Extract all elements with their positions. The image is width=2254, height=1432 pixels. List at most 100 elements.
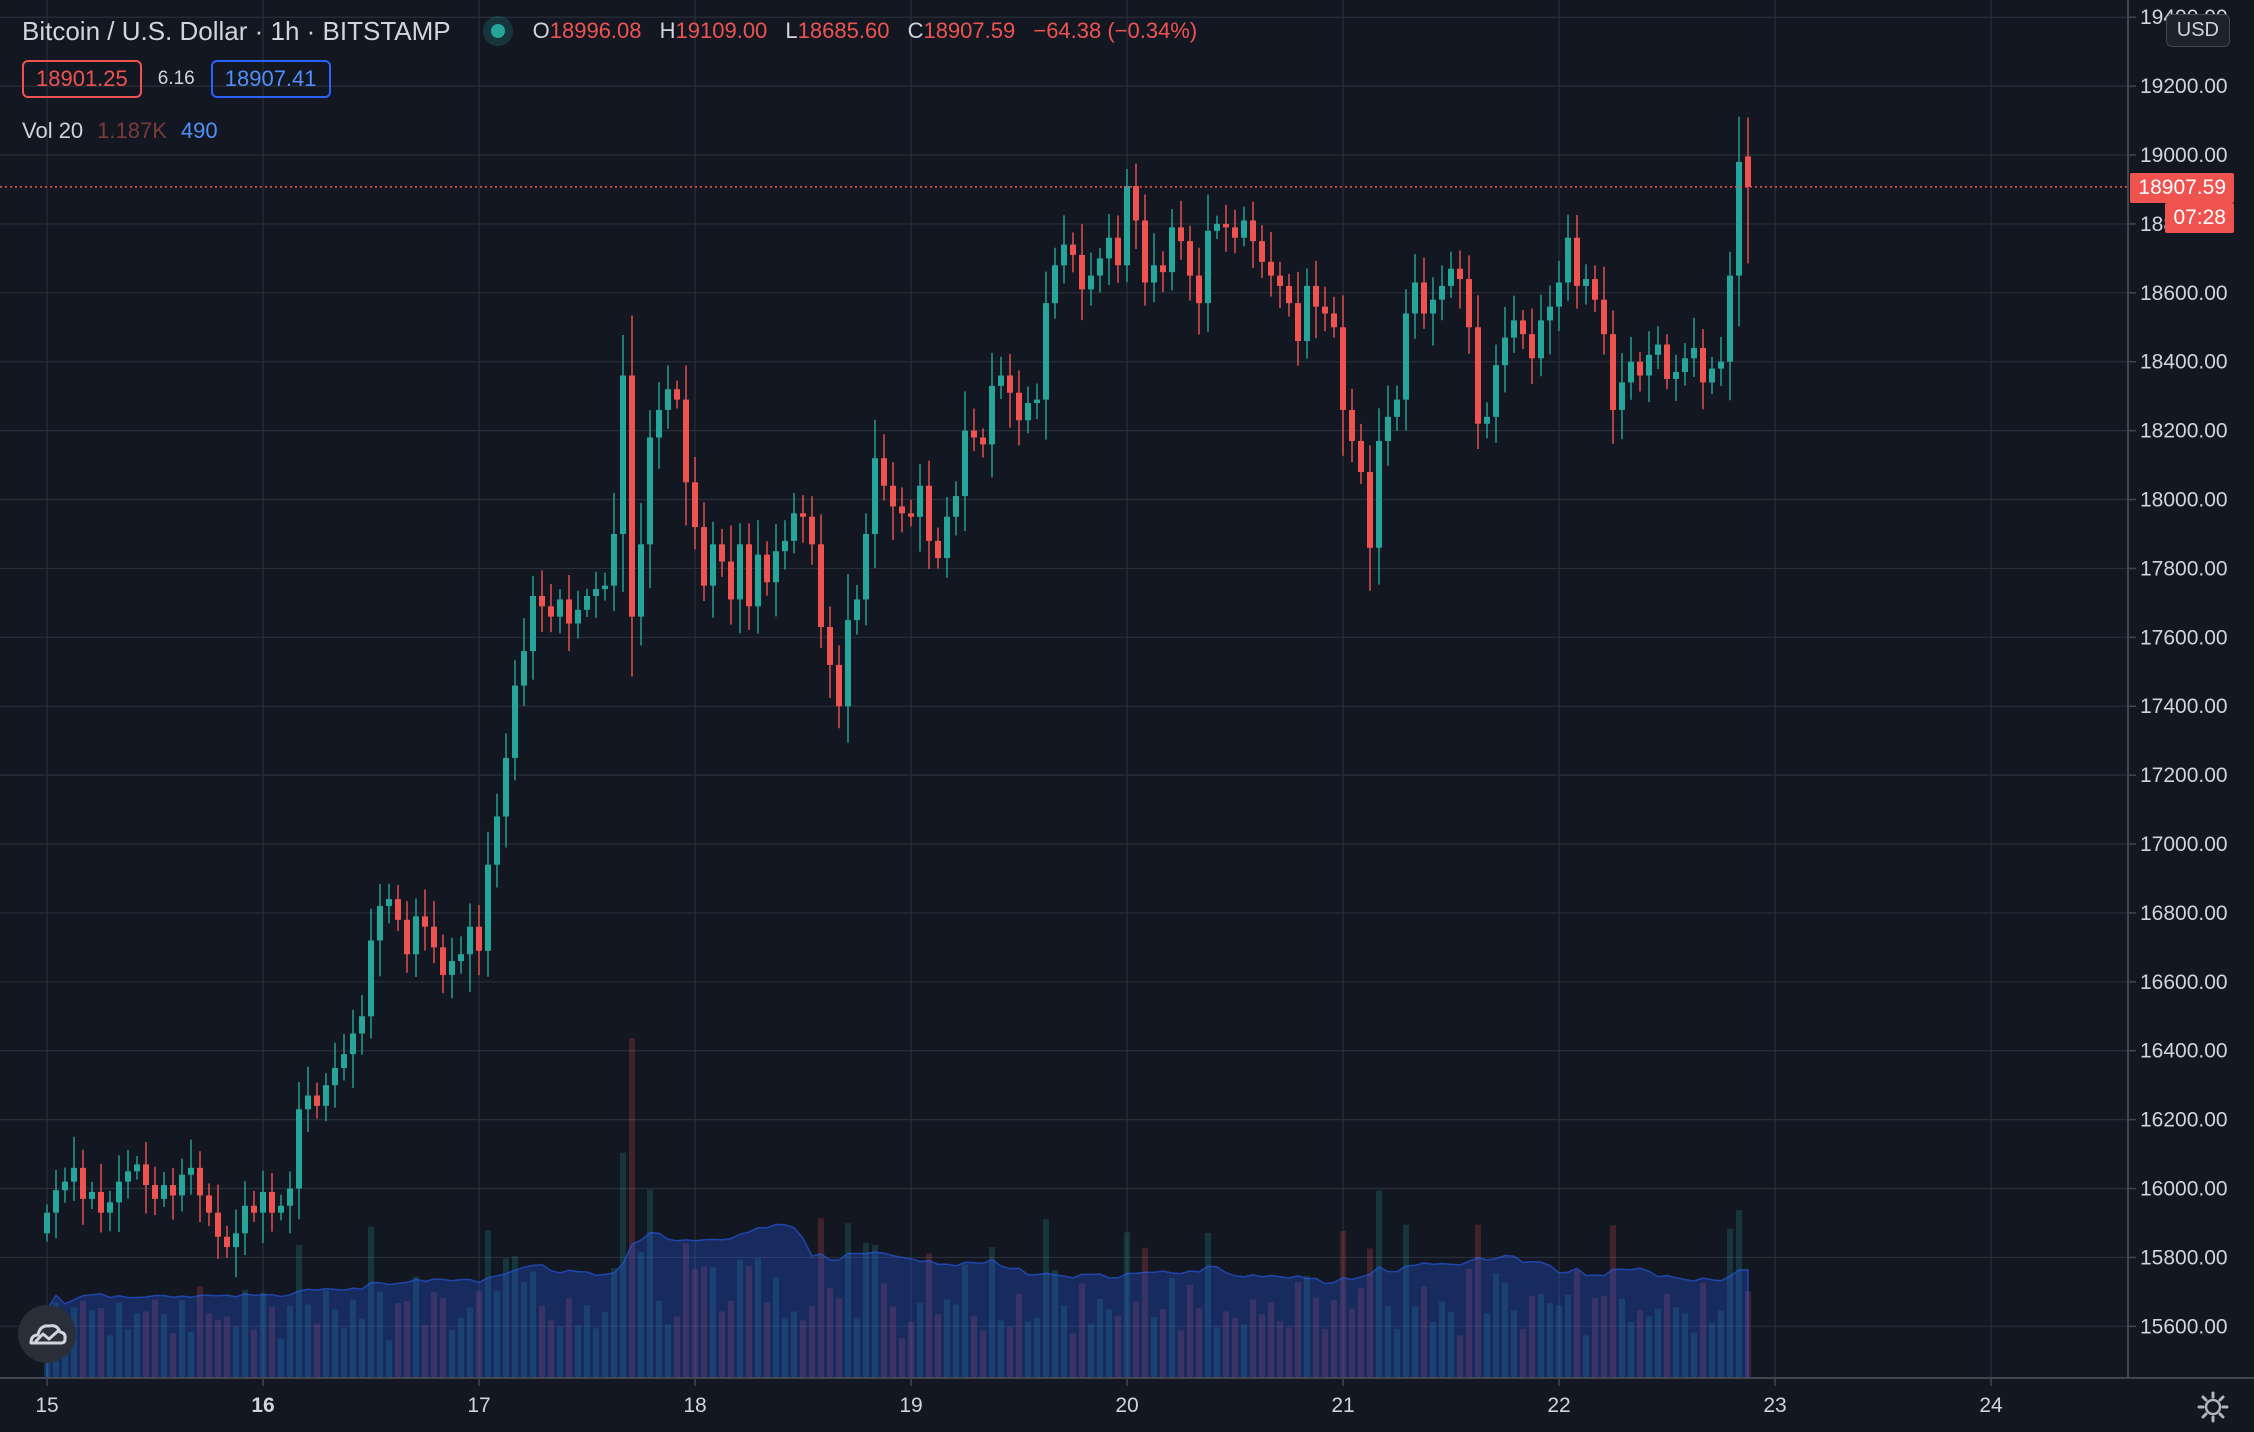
volume-bar <box>1106 1309 1112 1378</box>
volume-bar <box>593 1328 599 1378</box>
candle-body <box>1727 275 1733 362</box>
volume-bar <box>323 1290 329 1378</box>
volume-bar <box>1061 1305 1067 1378</box>
price-tick-label: 16800.00 <box>2140 902 2228 925</box>
low-label: L <box>785 18 798 43</box>
candle-body <box>764 554 770 583</box>
candle-body <box>944 516 950 559</box>
candle-body <box>368 940 374 1017</box>
volume-bar <box>548 1320 554 1378</box>
candle-body <box>1124 186 1130 266</box>
volume-bar <box>395 1303 401 1378</box>
candle-body <box>341 1054 347 1068</box>
candle-body <box>1385 416 1391 441</box>
volume-value: 1.187K <box>97 118 167 143</box>
volume-bar <box>377 1291 383 1378</box>
candle-body <box>359 1016 365 1034</box>
volume-bar <box>881 1283 887 1378</box>
volume-bar <box>521 1282 527 1378</box>
candle-body <box>719 544 725 562</box>
settings-gear-icon[interactable] <box>2196 1390 2230 1424</box>
candle-body <box>1286 285 1292 304</box>
candle-body <box>809 516 815 545</box>
volume-bar <box>1646 1316 1652 1378</box>
volume-bar <box>728 1301 734 1378</box>
candle-body <box>1304 285 1310 342</box>
candle-body <box>71 1167 77 1182</box>
candle-body <box>1466 279 1472 328</box>
candle-body <box>710 544 716 586</box>
volume-bar <box>1601 1296 1607 1378</box>
candle-body <box>296 1109 302 1189</box>
candle-body <box>1367 471 1373 548</box>
price-tick-label: 17600.00 <box>2140 626 2228 649</box>
candle-body <box>926 485 932 541</box>
candle-body <box>1475 327 1481 424</box>
volume-ma-area <box>46 1223 1749 1379</box>
sell-price-button[interactable]: 18901.25 <box>22 60 142 98</box>
currency-button[interactable]: USD <box>2165 14 2230 47</box>
market-open-status-icon[interactable] <box>490 24 505 38</box>
candle-body <box>1007 375 1013 393</box>
candle-body <box>1331 313 1337 328</box>
candle-body <box>1745 156 1751 187</box>
volume-bar <box>1475 1224 1481 1378</box>
candle-body <box>62 1181 68 1191</box>
price-tick-label: 16600.00 <box>2140 971 2228 994</box>
candle-body <box>692 482 698 528</box>
candle-body <box>1574 237 1580 286</box>
volume-bar <box>1187 1284 1193 1378</box>
candle-body <box>422 916 428 927</box>
candle-body <box>287 1188 293 1206</box>
volume-bar <box>1718 1310 1724 1378</box>
volume-bar <box>1052 1270 1058 1378</box>
candle-body <box>773 551 779 583</box>
time-tick-label: 15 <box>35 1394 58 1417</box>
candle-body <box>647 437 653 545</box>
volume-bar <box>737 1259 743 1378</box>
volume-bar <box>242 1289 248 1378</box>
price-tick-label: 18600.00 <box>2140 282 2228 305</box>
volume-bar <box>1412 1306 1418 1378</box>
candle-body <box>1295 303 1301 342</box>
price-axis-labels: 15600.00 15800.00 16000.00 16200.00 16400.00… <box>2128 6 2228 1338</box>
cloud-logo-icon <box>29 1324 67 1345</box>
candle-body <box>251 1205 257 1213</box>
open-label: O <box>532 18 550 43</box>
volume-legend[interactable]: Vol 20 1.187K 490 <box>22 118 218 144</box>
volume-bar <box>143 1311 149 1378</box>
volume-bar <box>1250 1299 1256 1378</box>
volume-bar <box>1574 1270 1580 1378</box>
candle-body <box>1169 227 1175 273</box>
candle-body <box>467 926 473 955</box>
volume-bar <box>917 1303 923 1378</box>
symbol-title[interactable]: Bitcoin / U.S. Dollar · 1h · BITSTAMP <box>22 15 451 46</box>
candle-body <box>863 533 869 600</box>
candle-body <box>1583 279 1589 286</box>
volume-bar <box>1295 1282 1301 1378</box>
volume-bar <box>1196 1308 1202 1378</box>
time-tick-label: 16 <box>251 1394 274 1417</box>
volume-bar <box>215 1319 221 1378</box>
volume-bar <box>233 1326 239 1378</box>
candle-body <box>1232 227 1238 238</box>
logo-button[interactable] <box>18 1305 76 1363</box>
close-label: C <box>907 18 924 43</box>
candle-body <box>1700 347 1706 383</box>
candle-body <box>395 899 401 920</box>
volume-bar <box>1403 1224 1409 1378</box>
candle-body <box>260 1191 266 1213</box>
volume-bar <box>1439 1301 1445 1378</box>
volume-bar <box>602 1312 608 1378</box>
candle-body <box>737 544 743 600</box>
candle-body <box>728 561 734 600</box>
high-label: H <box>659 18 676 43</box>
price-tick-label: 17200.00 <box>2140 764 2228 787</box>
volume-bar <box>1583 1335 1589 1378</box>
buy-price-button[interactable]: 18907.41 <box>210 60 331 98</box>
candle-body <box>314 1095 320 1106</box>
volume-bar <box>260 1292 266 1378</box>
volume-bar <box>629 1038 635 1378</box>
candle-body <box>413 916 419 955</box>
